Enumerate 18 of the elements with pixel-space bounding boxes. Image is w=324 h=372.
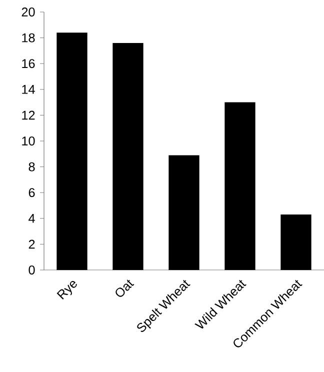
bar	[168, 155, 200, 270]
bar	[224, 102, 256, 270]
y-tick-label: 8	[28, 162, 35, 172]
y-tick-label: 18	[22, 33, 35, 42]
y-tick-label: 6	[28, 188, 35, 198]
y-tick-label: 12	[22, 110, 35, 120]
y-tick-label: 14	[22, 85, 35, 94]
bar	[112, 42, 144, 270]
bar	[280, 214, 312, 270]
y-tick-label: 10	[22, 136, 35, 146]
x-tick-label: Oat	[116, 280, 134, 297]
bar	[56, 32, 88, 270]
y-tick-label: 4	[28, 214, 35, 223]
y-tick-label: 16	[22, 59, 35, 68]
y-tick-label: 2	[28, 240, 35, 249]
y-tick-label: 20	[22, 8, 35, 16]
x-tick-label: Rye	[56, 281, 77, 300]
y-tick-label: 0	[28, 266, 35, 274]
